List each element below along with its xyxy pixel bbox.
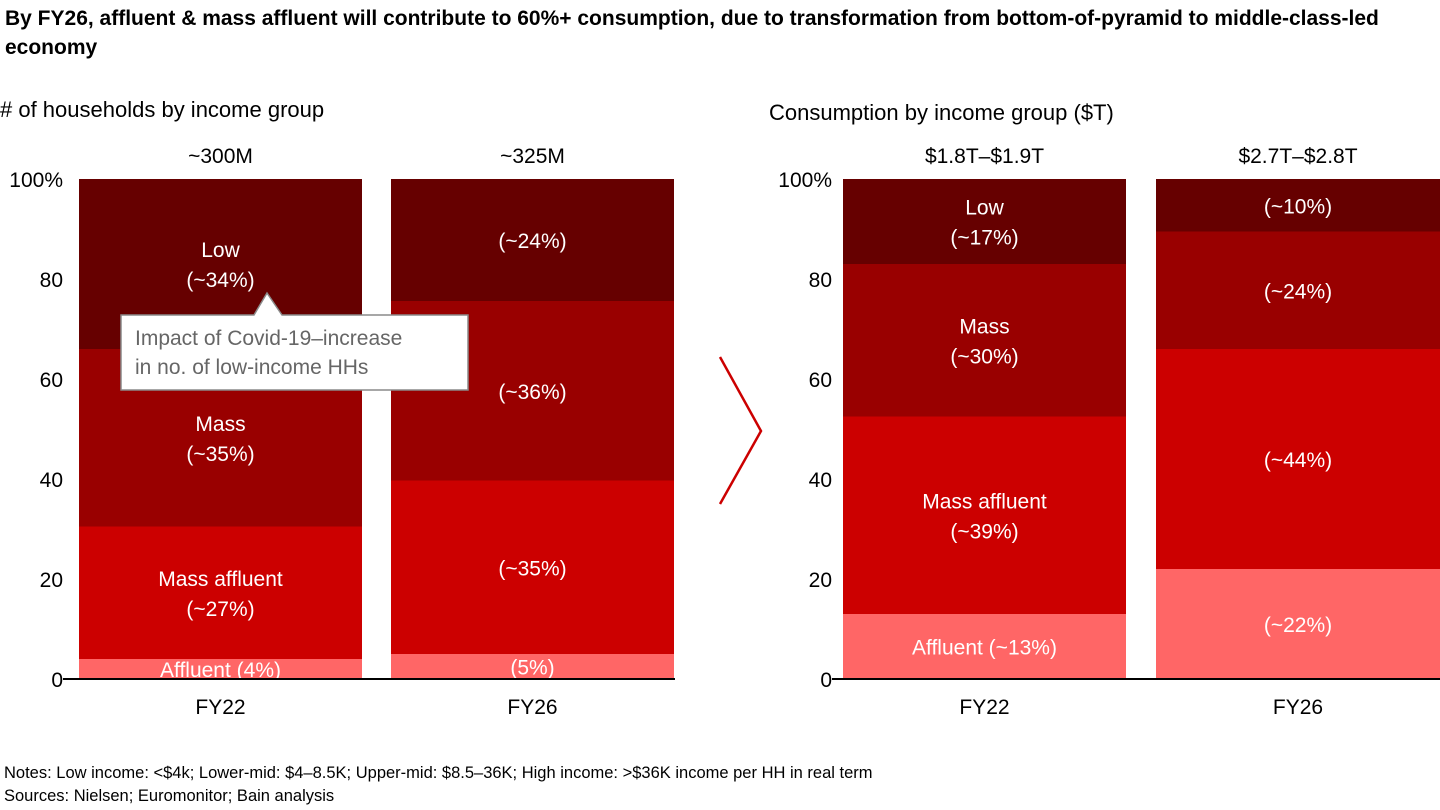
y-tick-label: 80: [40, 269, 63, 292]
data-label: (~34%): [186, 269, 254, 292]
data-label: Affluent (4%): [160, 659, 281, 682]
bar-segment: [843, 614, 1126, 679]
bar-segment: [1156, 179, 1440, 232]
bar-segment: [79, 659, 362, 679]
y-tick-label: 0: [820, 669, 832, 692]
callout-box: [120, 291, 469, 391]
bar-total-label: $1.8T–$1.9T: [925, 145, 1044, 168]
y-tick-label: 100%: [9, 169, 63, 192]
data-label: (~24%): [1264, 280, 1332, 303]
data-label: Affluent (~13%): [912, 637, 1057, 660]
y-tick-label: 40: [40, 469, 63, 492]
sources-text: Sources: Nielsen; Euromonitor; Bain anal…: [4, 787, 335, 805]
data-label: Mass affluent: [922, 490, 1047, 513]
data-label: (5%): [510, 657, 554, 680]
data-label: (~22%): [1264, 614, 1332, 637]
bar-total-label: $2.7T–$2.8T: [1238, 145, 1357, 168]
x-tick-label: FY22: [195, 696, 245, 719]
x-tick-label: FY22: [959, 696, 1009, 719]
bar-segment: [1156, 231, 1440, 349]
data-label: (~35%): [186, 443, 254, 466]
data-label: (~24%): [498, 230, 566, 253]
bar-segment: [843, 264, 1126, 417]
data-label: Mass affluent: [158, 568, 283, 591]
chevron-right-icon: [718, 356, 763, 505]
x-tick-label: FY26: [507, 696, 557, 719]
data-label: (~27%): [186, 598, 254, 621]
y-tick-label: 0: [51, 669, 63, 692]
data-label: (~30%): [950, 345, 1018, 368]
data-label: Low: [201, 239, 240, 262]
data-label: (~36%): [498, 381, 566, 404]
data-label: (~44%): [1264, 449, 1332, 472]
y-tick-label: 20: [809, 569, 832, 592]
data-label: Mass: [195, 413, 245, 436]
data-label: (~17%): [950, 227, 1018, 250]
y-tick-label: 40: [809, 469, 832, 492]
chart-title: By FY26, affluent & mass affluent will c…: [5, 7, 1379, 59]
bar-segment: [79, 526, 362, 659]
y-tick-label: 60: [40, 369, 63, 392]
callout: Impact of Covid-19–increase in no. of low…: [120, 291, 469, 391]
bar-segment: [843, 416, 1126, 614]
data-label: Mass: [959, 315, 1009, 338]
bar-segment: [1156, 569, 1440, 679]
bar-segment: [843, 179, 1126, 264]
data-label: (~39%): [950, 520, 1018, 543]
callout-text: Impact of Covid-19–increase: [135, 327, 402, 350]
x-tick-label: FY26: [1273, 696, 1323, 719]
bar-segment: [391, 179, 674, 301]
bar-total-label: ~325M: [500, 145, 565, 168]
y-tick-label: 20: [40, 569, 63, 592]
y-tick-label: 60: [809, 369, 832, 392]
callout-text: in no. of low-income HHs: [135, 356, 368, 379]
bar-segment: [1156, 349, 1440, 569]
data-label: (~35%): [498, 557, 566, 580]
bar-total-label: ~300M: [188, 145, 253, 168]
y-tick-label: 80: [809, 269, 832, 292]
y-tick-label: 100%: [778, 169, 832, 192]
bar-segment: [391, 480, 674, 654]
notes-text: Notes: Low income: <$4k; Lower-mid: $4–8…: [4, 764, 873, 782]
data-label: Low: [965, 197, 1004, 220]
panel-title: Consumption by income group ($T): [769, 100, 1114, 125]
bar-segment: [391, 654, 674, 679]
panel-title: # of households by income group: [0, 97, 324, 122]
data-label: (~10%): [1264, 195, 1332, 218]
